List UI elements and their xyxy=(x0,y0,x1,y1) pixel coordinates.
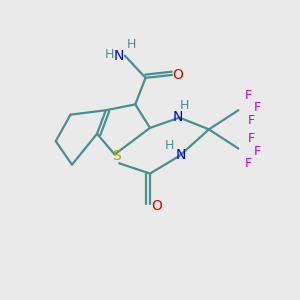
Text: S: S xyxy=(112,149,121,163)
Text: N: N xyxy=(113,49,124,63)
Text: F: F xyxy=(245,89,252,102)
Text: N: N xyxy=(176,148,186,162)
Text: F: F xyxy=(254,101,261,114)
Text: H: H xyxy=(180,99,189,112)
Text: F: F xyxy=(248,132,255,145)
Text: O: O xyxy=(172,68,183,82)
Text: F: F xyxy=(254,145,261,158)
Text: H: H xyxy=(105,48,114,61)
Text: H: H xyxy=(127,38,136,51)
Text: N: N xyxy=(173,110,183,124)
Text: F: F xyxy=(245,157,252,170)
Text: O: O xyxy=(151,199,162,213)
Text: F: F xyxy=(248,114,255,127)
Text: H: H xyxy=(164,139,174,152)
